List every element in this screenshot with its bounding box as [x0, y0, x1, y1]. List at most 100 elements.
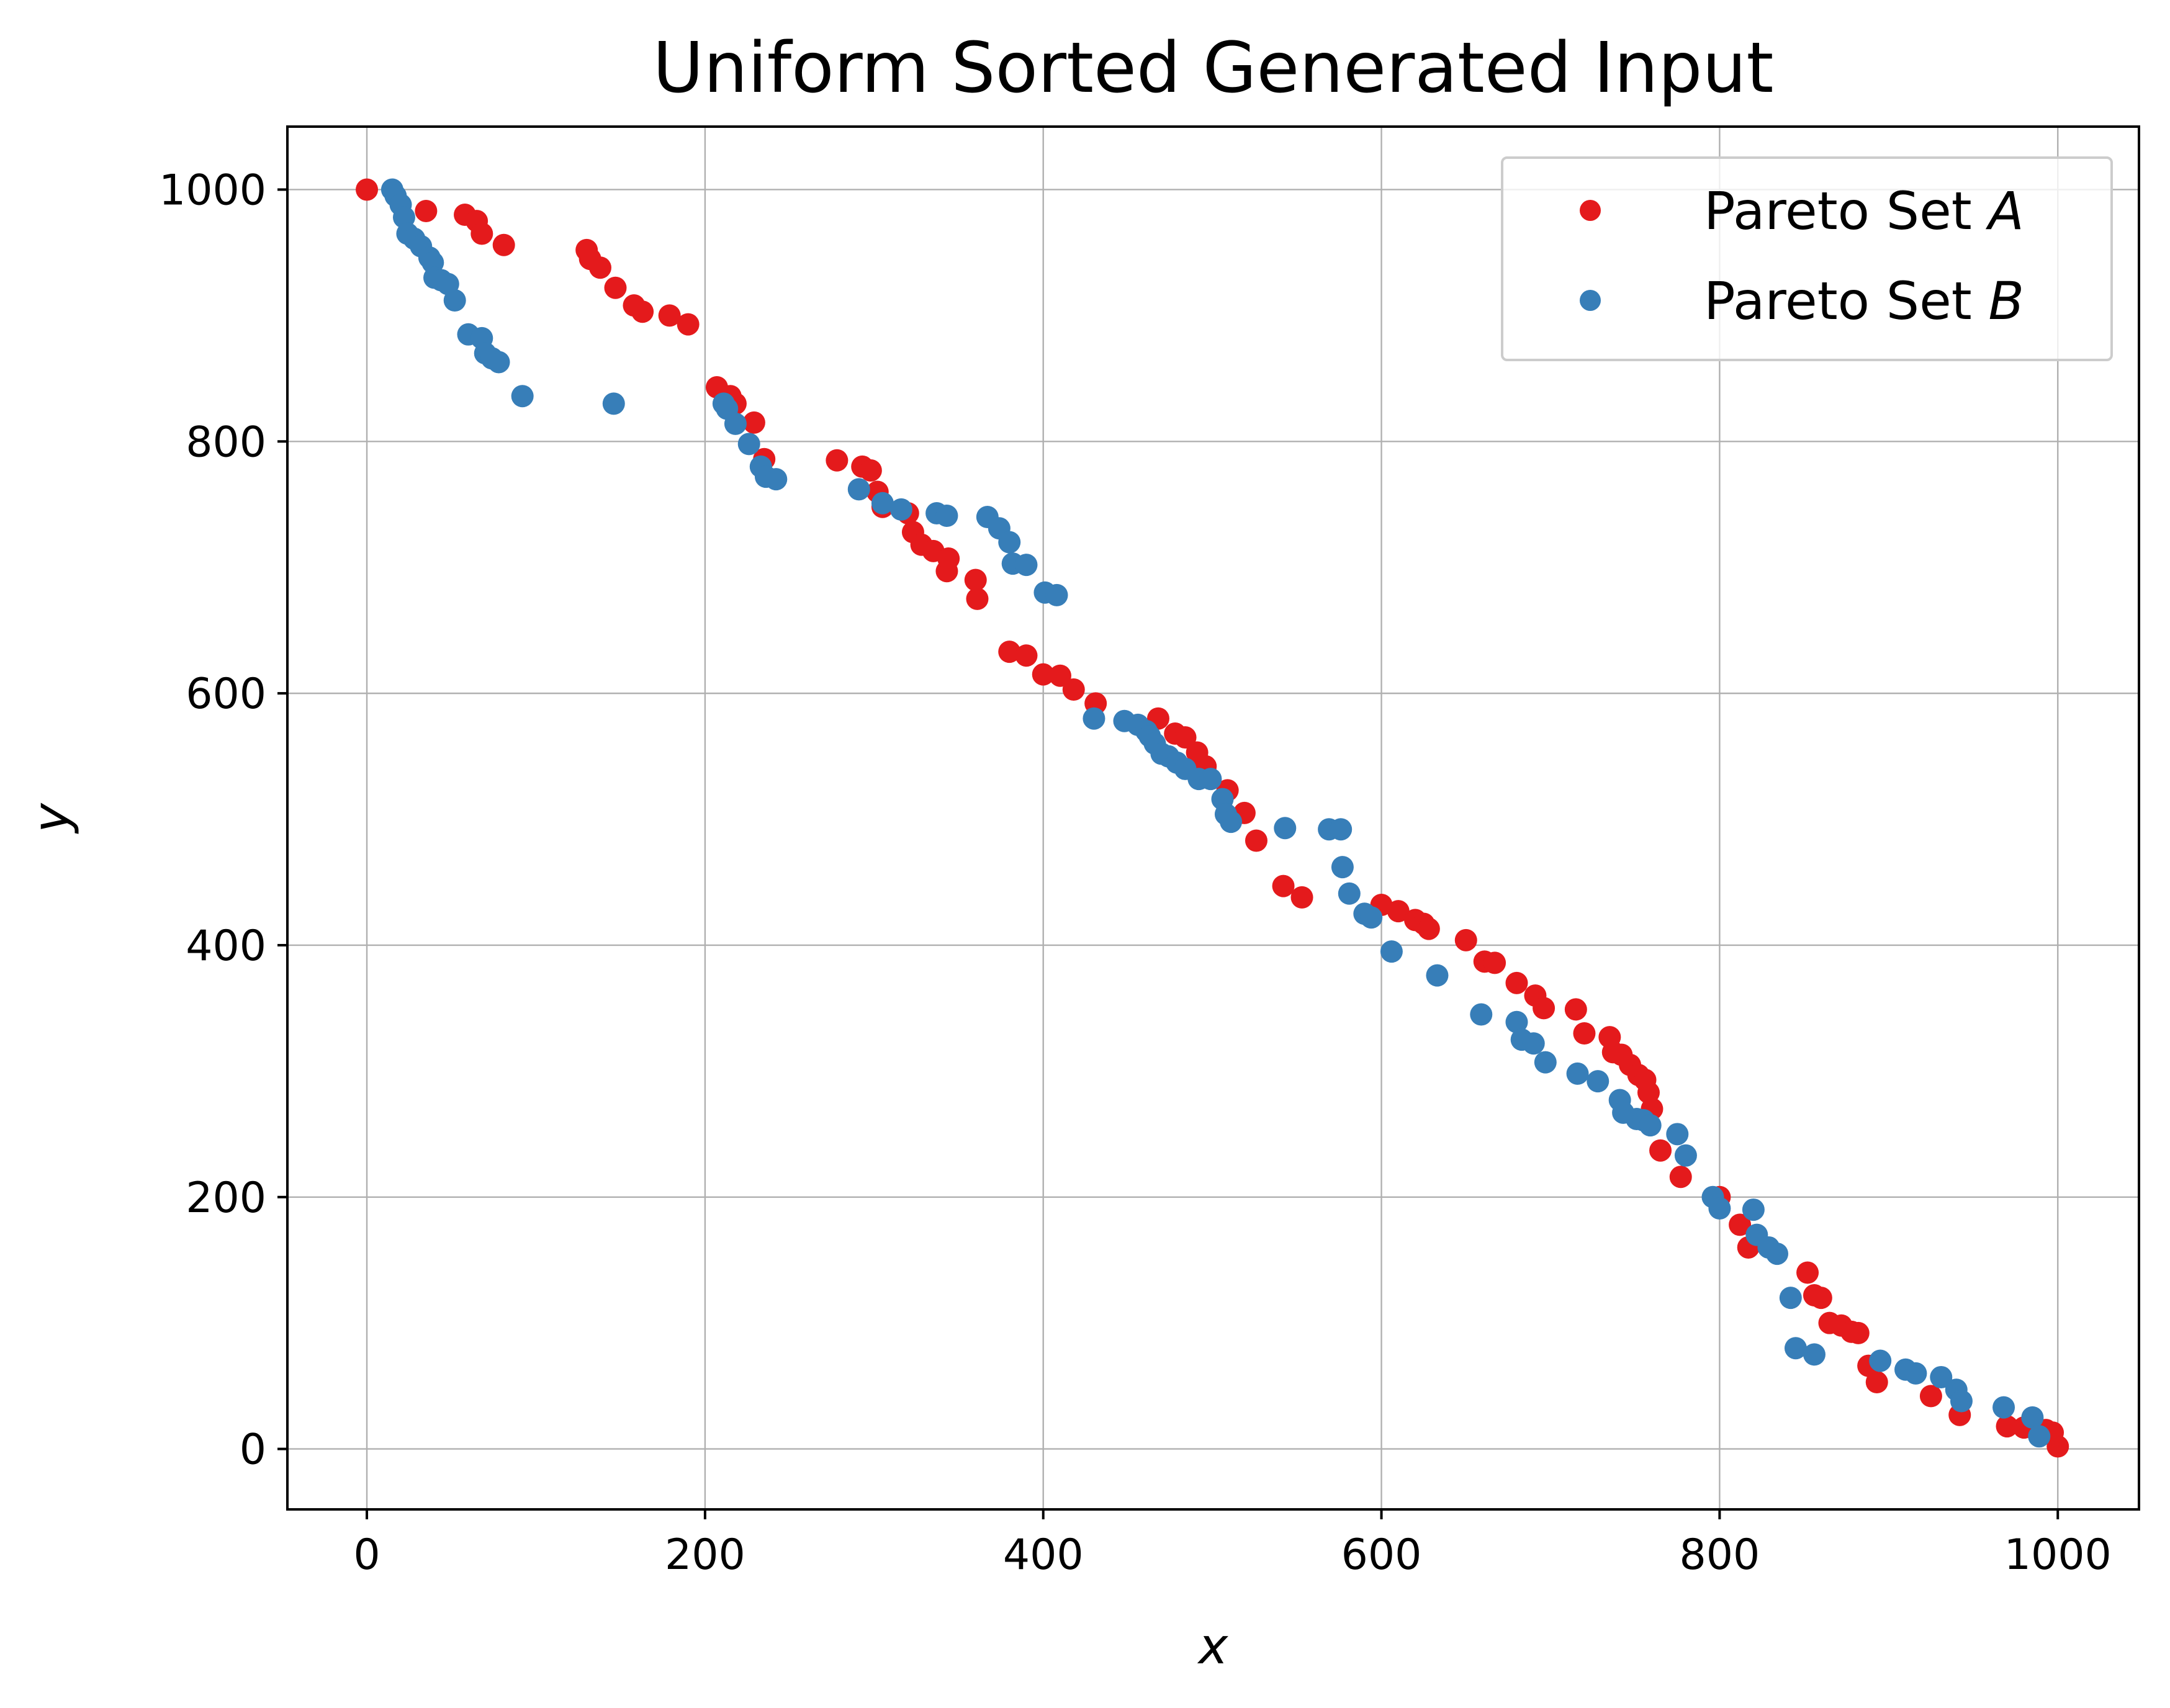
data-point — [724, 412, 747, 435]
data-point — [964, 569, 987, 591]
data-point — [2021, 1406, 2044, 1429]
data-point — [1015, 554, 1038, 577]
y-tick-label: 400 — [186, 922, 266, 971]
data-point — [1904, 1362, 1927, 1385]
data-point — [1274, 817, 1297, 840]
data-point — [1847, 1321, 1870, 1344]
data-point — [470, 222, 493, 245]
data-point — [492, 233, 515, 256]
data-point — [677, 313, 700, 336]
data-point — [1245, 829, 1267, 852]
data-point — [1950, 1390, 1973, 1413]
x-tick-label: 600 — [1341, 1530, 1422, 1580]
data-point — [1534, 1051, 1557, 1074]
data-point — [1522, 1032, 1545, 1055]
x-axis-label: x — [1197, 1617, 1229, 1675]
x-tick-label: 400 — [1003, 1530, 1084, 1580]
data-point — [1669, 1166, 1692, 1189]
data-point — [1674, 1144, 1697, 1167]
y-axis-label: y — [22, 802, 80, 834]
chart-title: Uniform Sorted Generated Input — [653, 28, 1774, 109]
data-point — [1742, 1198, 1765, 1221]
y-tick-label: 200 — [186, 1174, 266, 1223]
data-point — [1865, 1371, 1888, 1394]
data-point — [356, 178, 379, 201]
data-point — [602, 392, 625, 415]
data-point — [1992, 1396, 2015, 1419]
data-point — [1766, 1243, 1789, 1265]
data-point — [2028, 1425, 2051, 1448]
data-point — [1062, 678, 1085, 701]
data-point — [889, 498, 912, 521]
data-point — [1587, 1070, 1609, 1093]
data-point — [1784, 1337, 1807, 1360]
x-tick-label: 0 — [353, 1530, 380, 1580]
data-point — [443, 289, 466, 312]
y-tick-label: 600 — [186, 670, 266, 719]
data-point — [935, 505, 958, 528]
data-point — [1290, 886, 1313, 909]
data-point — [1996, 1415, 2019, 1438]
data-point — [737, 433, 760, 456]
data-point — [1809, 1287, 1832, 1310]
data-point — [966, 587, 989, 610]
data-point — [487, 351, 510, 374]
data-point — [1045, 583, 1068, 606]
x-tick-label: 800 — [1679, 1530, 1760, 1580]
data-point — [1708, 1197, 1731, 1220]
data-point — [826, 449, 849, 472]
data-point — [1199, 768, 1222, 791]
legend: Pareto Set A Pareto Set B — [1501, 156, 2113, 361]
data-point — [1083, 707, 1105, 730]
data-point — [1174, 726, 1197, 749]
legend-label-set-a: Pareto Set A — [1704, 181, 2024, 241]
data-point — [1417, 917, 1440, 940]
data-points — [356, 178, 2069, 1458]
data-point — [415, 199, 438, 222]
data-point — [1331, 856, 1354, 879]
data-point — [937, 547, 960, 570]
data-point — [1032, 663, 1055, 686]
data-point — [1015, 644, 1038, 667]
data-point — [1272, 874, 1295, 897]
legend-label-set-b-prefix: Pareto Set — [1704, 271, 1988, 331]
data-point — [1729, 1213, 1752, 1236]
data-point — [871, 492, 894, 515]
data-point — [1048, 664, 1071, 687]
data-point — [1338, 882, 1361, 905]
data-point — [1360, 906, 1383, 929]
data-point — [1380, 940, 1403, 963]
grid — [287, 127, 2139, 1509]
data-point — [1387, 900, 1410, 923]
data-point — [1505, 1010, 1528, 1033]
data-point — [859, 459, 882, 482]
data-point — [588, 256, 611, 279]
data-point — [1426, 964, 1449, 987]
data-point — [511, 385, 534, 408]
data-point — [1666, 1123, 1689, 1146]
series-set-b — [380, 178, 2051, 1448]
data-point — [1796, 1261, 1819, 1284]
data-point — [1564, 998, 1587, 1021]
data-point — [1330, 818, 1353, 841]
data-point — [1779, 1287, 1802, 1310]
data-point — [1869, 1349, 1892, 1372]
legend-label-set-b: Pareto Set B — [1704, 271, 2024, 331]
axis-ticks: 0 200 400 600 800 1000 0 200 400 600 800 1000 — [159, 166, 2112, 1580]
data-point — [1483, 951, 1506, 974]
data-point — [631, 300, 654, 323]
data-point — [1649, 1139, 1672, 1162]
data-point — [1930, 1365, 1953, 1388]
x-tick-label: 200 — [665, 1530, 745, 1580]
data-point — [604, 276, 627, 299]
data-point — [1919, 1385, 1942, 1408]
legend-label-set-b-symbol: B — [1988, 271, 2024, 331]
data-point — [1573, 1022, 1596, 1045]
legend-label-set-a-prefix: Pareto Set — [1704, 181, 1988, 241]
plot-area-frame — [286, 125, 2140, 1511]
series-set-a — [356, 178, 2069, 1458]
data-point — [2046, 1435, 2069, 1458]
legend-box — [1501, 156, 2113, 361]
data-point — [765, 468, 788, 491]
